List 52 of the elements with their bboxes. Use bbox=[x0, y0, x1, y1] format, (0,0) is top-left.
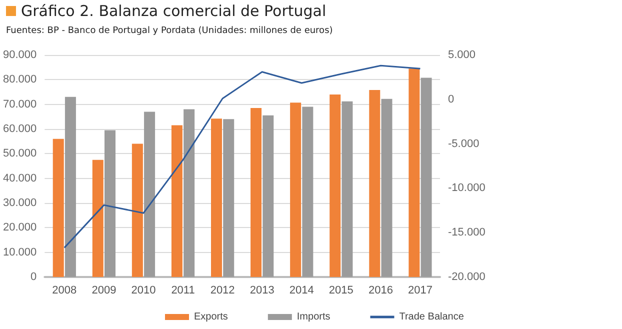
x-tick-label: 2012 bbox=[210, 284, 235, 296]
bar bbox=[369, 90, 380, 277]
x-tick-label: 2010 bbox=[131, 284, 156, 296]
x-tick-label: 2015 bbox=[328, 284, 354, 296]
y-tick-label: 70.000 bbox=[2, 98, 37, 110]
bar bbox=[290, 102, 302, 277]
x-tick-label: 2017 bbox=[408, 284, 432, 296]
chart-subtitle: Fuentes: BP - Banco de Portugal y Pordata (Unidades: millones de euros) bbox=[6, 26, 333, 36]
x-tick-label: 2016 bbox=[368, 284, 393, 296]
line-series bbox=[64, 64, 421, 248]
y-tick-label: 30.000 bbox=[2, 197, 37, 209]
bar bbox=[420, 78, 432, 277]
y2-tick-label: 0 bbox=[448, 93, 454, 106]
bar bbox=[342, 101, 353, 277]
bar bbox=[250, 108, 262, 277]
bar bbox=[171, 125, 182, 277]
y-tick-label: 80.000 bbox=[2, 74, 37, 86]
y2-tick-label: 5.000 bbox=[448, 49, 476, 61]
x-tick-label: 2011 bbox=[171, 284, 195, 296]
x-tick-label: 2013 bbox=[250, 284, 274, 296]
y2-tick-label: -15.000 bbox=[448, 226, 486, 239]
legend-label: Exports bbox=[194, 312, 228, 322]
bar bbox=[223, 119, 234, 277]
bar bbox=[104, 130, 116, 277]
bar bbox=[302, 106, 314, 277]
x-tick-label: 2014 bbox=[289, 284, 314, 296]
bar bbox=[184, 109, 195, 277]
y2-tick-label: -20.000 bbox=[448, 271, 486, 283]
legend-label: Imports bbox=[296, 312, 330, 322]
bar bbox=[132, 144, 143, 277]
x-tick-label: 2009 bbox=[92, 284, 116, 296]
bar bbox=[330, 94, 341, 277]
y-tick-label: 50.000 bbox=[2, 148, 37, 160]
bar bbox=[408, 68, 420, 277]
y-tick-label: 60.000 bbox=[2, 123, 37, 135]
x-tick-label: 2008 bbox=[52, 284, 77, 296]
legend-label: Trade Balance bbox=[399, 312, 464, 322]
bar bbox=[52, 138, 64, 277]
bar bbox=[262, 115, 274, 277]
y-tick-label: 0 bbox=[30, 271, 37, 283]
bar bbox=[144, 112, 156, 277]
y-tick-label: 10.000 bbox=[2, 246, 37, 258]
y2-tick-label: -5.000 bbox=[448, 138, 480, 150]
y-tick-label: 90.000 bbox=[2, 49, 37, 61]
chart-title: Gráfico 2. Balanza comercial de Portugal bbox=[21, 2, 326, 20]
bar bbox=[92, 160, 104, 277]
y-tick-label: 40.000 bbox=[2, 172, 37, 184]
y-tick-label: 20.000 bbox=[2, 222, 37, 234]
bar bbox=[381, 98, 392, 277]
y2-tick-label: -10.000 bbox=[448, 182, 486, 194]
bar bbox=[211, 118, 222, 277]
bar bbox=[64, 96, 76, 277]
